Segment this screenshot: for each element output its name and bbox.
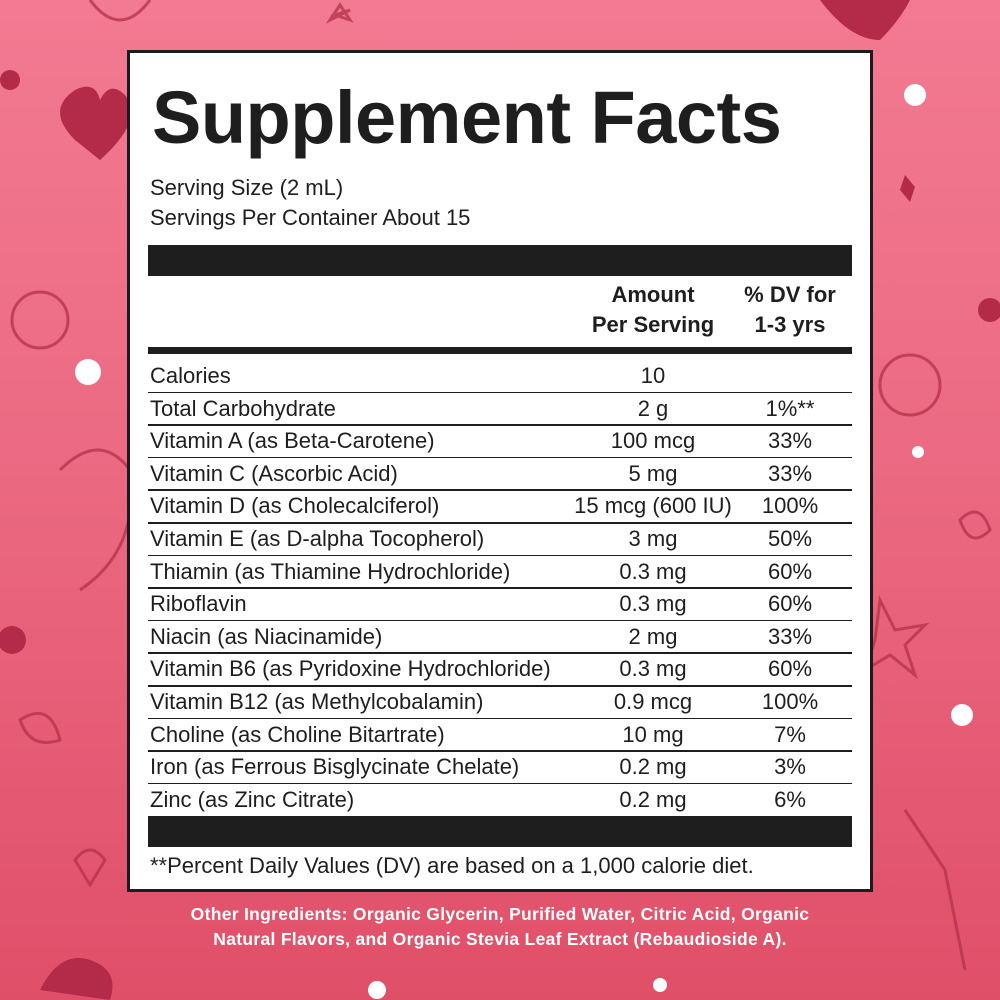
row-divider: [148, 424, 852, 426]
row-divider: [148, 522, 852, 524]
amount: 10: [640, 363, 666, 388]
amount: 2 mg: [628, 623, 678, 649]
amount: 0.2 mg: [619, 786, 687, 812]
daily-value: 100%: [761, 689, 819, 714]
title: Supplement Facts: [152, 76, 782, 159]
daily-value: 33%: [767, 623, 813, 649]
other-ingredients-line: Other Ingredients: Organic Glycerin, Pur…: [190, 904, 810, 924]
nutrient-name: Vitamin E (as D-alpha Tocopherol): [150, 526, 485, 551]
row-divider: [148, 587, 852, 589]
dv-header: % DV for 1-3 yrs: [730, 280, 850, 340]
amount-header-line: Per Serving: [591, 312, 715, 337]
nutrient-name: Total Carbohydrate: [150, 395, 336, 421]
header-bar: [148, 245, 852, 276]
row-divider: [148, 652, 852, 654]
nutrient-name: Niacin (as Niacinamide): [150, 623, 383, 649]
amount: 10 mg: [622, 721, 684, 747]
row-divider: [148, 717, 852, 720]
amount-header: Amount Per Serving: [553, 280, 753, 340]
footnote: **Percent Daily Values (DV) are based on…: [150, 853, 754, 878]
nutrient-name: Vitamin B6 (as Pyridoxine Hydrochloride): [150, 656, 551, 682]
daily-value: 60%: [767, 558, 813, 584]
other-ingredients-line: Natural Flavors, and Organic Stevia Leaf…: [213, 929, 787, 949]
nutrient-name: Riboflavin: [150, 591, 247, 617]
row-divider: [148, 489, 852, 491]
amount: 0.2 mg: [619, 754, 687, 780]
row-divider: [148, 750, 852, 752]
daily-value: 50%: [767, 526, 813, 551]
nutrient-name: Zinc (as Zinc Citrate): [150, 786, 355, 812]
nutrient-name: Vitamin A (as Beta-Carotene): [150, 428, 435, 454]
daily-value: 100%: [761, 493, 819, 519]
facts-panel: Supplement Facts Serving Size (2 mL) Ser…: [127, 50, 873, 892]
row-divider: [148, 554, 852, 557]
row-divider: [148, 456, 852, 459]
daily-value: 6%: [774, 786, 806, 812]
daily-value: 60%: [767, 656, 813, 682]
amount: 15 mcg (600 IU): [574, 493, 732, 519]
nutrient-name: Vitamin D (as Cholecalciferol): [150, 493, 440, 519]
row-divider: [148, 782, 852, 785]
nutrient-name: Vitamin B12 (as Methylcobalamin): [150, 689, 484, 714]
amount: 0.3 mg: [619, 656, 687, 682]
daily-value: 7%: [774, 721, 806, 747]
thick-rule: [148, 347, 852, 354]
amount-header-line: Amount: [611, 282, 695, 307]
daily-value: 1%**: [765, 395, 815, 421]
servings-per-container: Servings Per Container About 15: [150, 205, 471, 230]
serving-size: Serving Size (2 mL): [150, 175, 344, 200]
amount: 2 g: [637, 395, 669, 421]
nutrient-name: Iron (as Ferrous Bisglycinate Chelate): [150, 754, 520, 780]
row-divider: [148, 685, 852, 687]
daily-value: 3%: [774, 754, 806, 780]
row-divider: [148, 619, 852, 622]
amount: 0.9 mcg: [613, 689, 693, 714]
amount: 0.3 mg: [619, 591, 687, 617]
daily-value: 33%: [767, 460, 813, 486]
amount: 5 mg: [628, 460, 678, 486]
dv-header-line: % DV for: [744, 282, 836, 307]
amount: 100 mcg: [610, 428, 696, 454]
amount: 3 mg: [628, 526, 678, 551]
nutrient-name: Calories: [150, 363, 231, 388]
daily-value: 60%: [767, 591, 813, 617]
dv-header-line: 1-3 yrs: [754, 312, 826, 337]
row-divider: [148, 391, 852, 394]
nutrient-name: Choline (as Choline Bitartrate): [150, 721, 445, 747]
footer-bar: [148, 816, 852, 847]
nutrient-name: Thiamin (as Thiamine Hydrochloride): [150, 558, 511, 584]
nutrient-name: Vitamin C (Ascorbic Acid): [150, 460, 398, 486]
amount: 0.3 mg: [619, 558, 687, 584]
daily-value: 33%: [767, 428, 813, 454]
